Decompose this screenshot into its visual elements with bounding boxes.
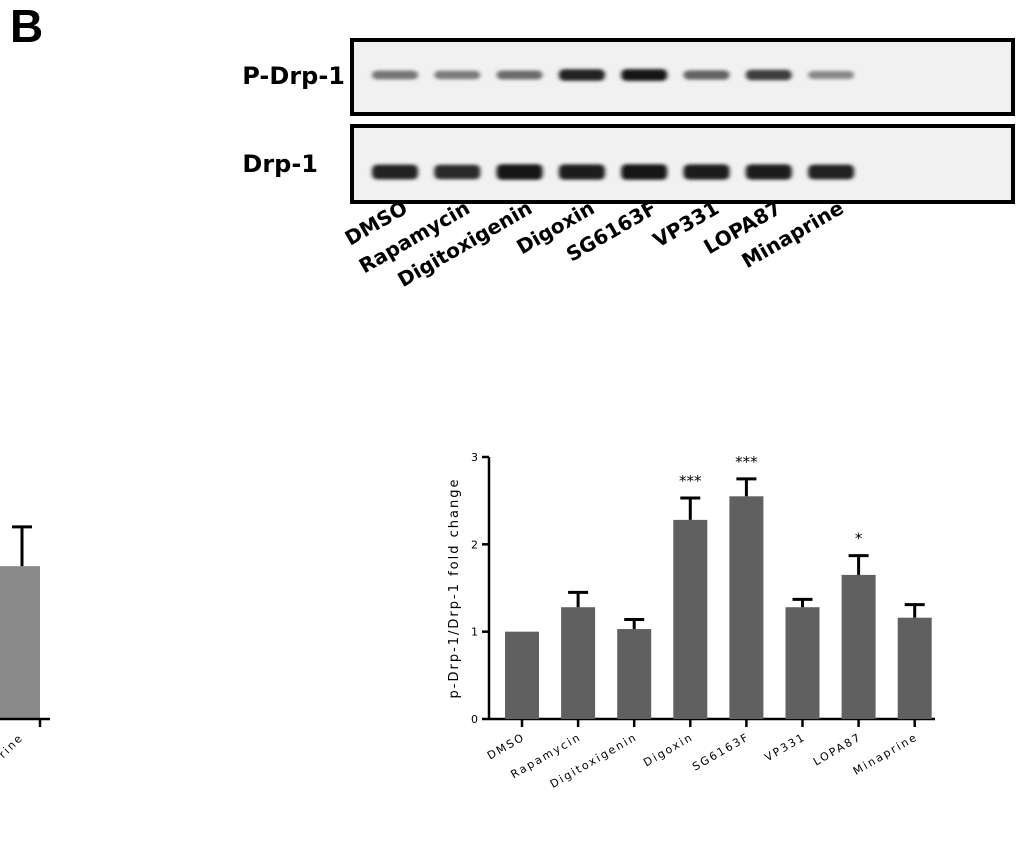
blot-band-drp1 [434,164,481,180]
y-tick-label: 0 [471,713,478,726]
bar [729,496,764,719]
blot-band-drp1 [558,164,605,180]
blot-band-p-drp1 [621,69,668,81]
x-tick-label: DMSO [485,730,528,762]
x-tick-label: VP331 [762,730,808,764]
blot-row-label-drp1: Drp-1 [242,150,318,178]
blot-band-drp1 [621,164,668,180]
blot-band-p-drp1 [434,70,481,80]
bar [617,629,652,719]
blot-band-p-drp1 [558,69,605,81]
y-tick-label: 1 [471,626,478,639]
bar [785,607,820,719]
blot-band-drp1 [683,164,730,180]
bar [561,607,596,719]
significance-label: *** [679,472,702,490]
x-tick-label: SG6163F [690,730,752,773]
bar [673,519,708,719]
bar [841,574,876,719]
bar [505,631,539,719]
blot-strip-drp1 [350,124,1015,204]
blot-band-drp1 [808,164,855,180]
blot-band-p-drp1 [496,70,543,80]
y-tick-label: 2 [471,538,478,551]
panel-letter: B [10,0,43,52]
blot-band-drp1 [745,164,792,180]
bar [897,617,932,719]
significance-label: * [855,530,863,548]
fragment-bar [0,566,40,719]
blot-band-p-drp1 [808,70,855,80]
western-blot: P-Drp-1 Drp-1 DMSORapamycinDigitoxigenin… [242,38,1015,292]
blot-band-p-drp1 [683,70,730,80]
y-axis-label: p-Drp-1/Drp-1 fold change [447,478,462,699]
blot-band-p-drp1 [372,70,418,80]
blot-band-p-drp1 [745,69,792,81]
left-chart-fragment: rine [0,525,50,761]
x-tick-label: Digoxin [641,730,696,769]
y-tick-label: 3 [471,451,478,464]
blot-band-drp1 [372,164,418,180]
blot-band-drp1 [496,164,543,180]
blot-row-label-p-drp1: P-Drp-1 [242,62,345,90]
fragment-category-label: rine [0,731,26,761]
significance-label: *** [735,453,758,471]
